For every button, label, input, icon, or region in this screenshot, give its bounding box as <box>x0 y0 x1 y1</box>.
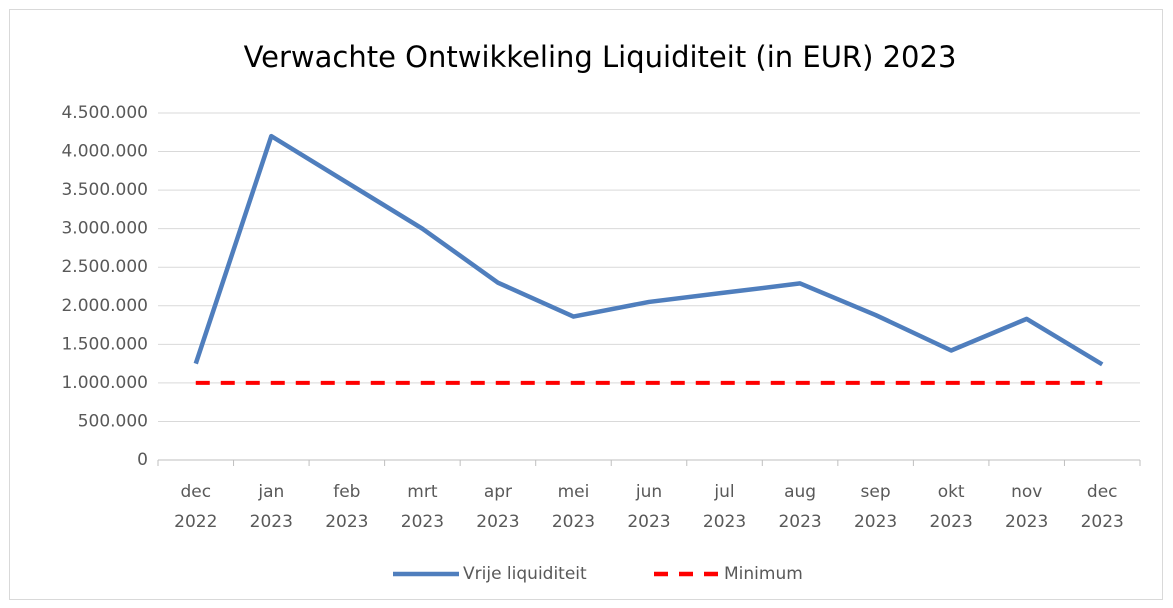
y-tick-label: 1.000.000 <box>61 373 148 393</box>
x-tick-label: jan 2023 <box>250 482 293 532</box>
x-tick-label: nov 2023 <box>1005 482 1048 532</box>
y-tick-label: 500.000 <box>78 411 148 431</box>
series-line <box>193 133 1104 367</box>
y-tick-label: 3.500.000 <box>61 180 148 200</box>
y-tick-label: 3.000.000 <box>61 219 148 239</box>
y-tick-label: 0 <box>137 450 148 470</box>
x-tick-label: okt 2023 <box>930 482 973 532</box>
x-tick-label: apr 2023 <box>476 482 519 532</box>
x-tick-label: dec 2022 <box>174 482 217 532</box>
x-tick-label: sep 2023 <box>854 482 897 532</box>
x-tick-label: jul 2023 <box>703 482 746 532</box>
x-tick-label: jun 2023 <box>627 482 670 532</box>
x-tick-label: mrt 2023 <box>401 482 444 532</box>
chart-title: Verwachte Ontwikkeling Liquiditeit (in E… <box>244 40 957 74</box>
y-tick-label: 1.500.000 <box>61 334 148 354</box>
y-tick-label: 4.000.000 <box>61 142 148 162</box>
y-tick-label: 4.500.000 <box>61 103 148 123</box>
legend-label: Minimum <box>724 564 803 584</box>
legend-label: Vrije liquiditeit <box>463 564 587 584</box>
y-tick-label: 2.500.000 <box>61 257 148 277</box>
x-tick-label: aug 2023 <box>778 482 821 532</box>
y-tick-label: 2.000.000 <box>61 296 148 316</box>
x-tick-label: dec 2023 <box>1081 482 1124 532</box>
chart-border <box>9 9 1163 600</box>
x-tick-label: mei 2023 <box>552 482 595 532</box>
x-tick-label: feb 2023 <box>325 482 368 532</box>
